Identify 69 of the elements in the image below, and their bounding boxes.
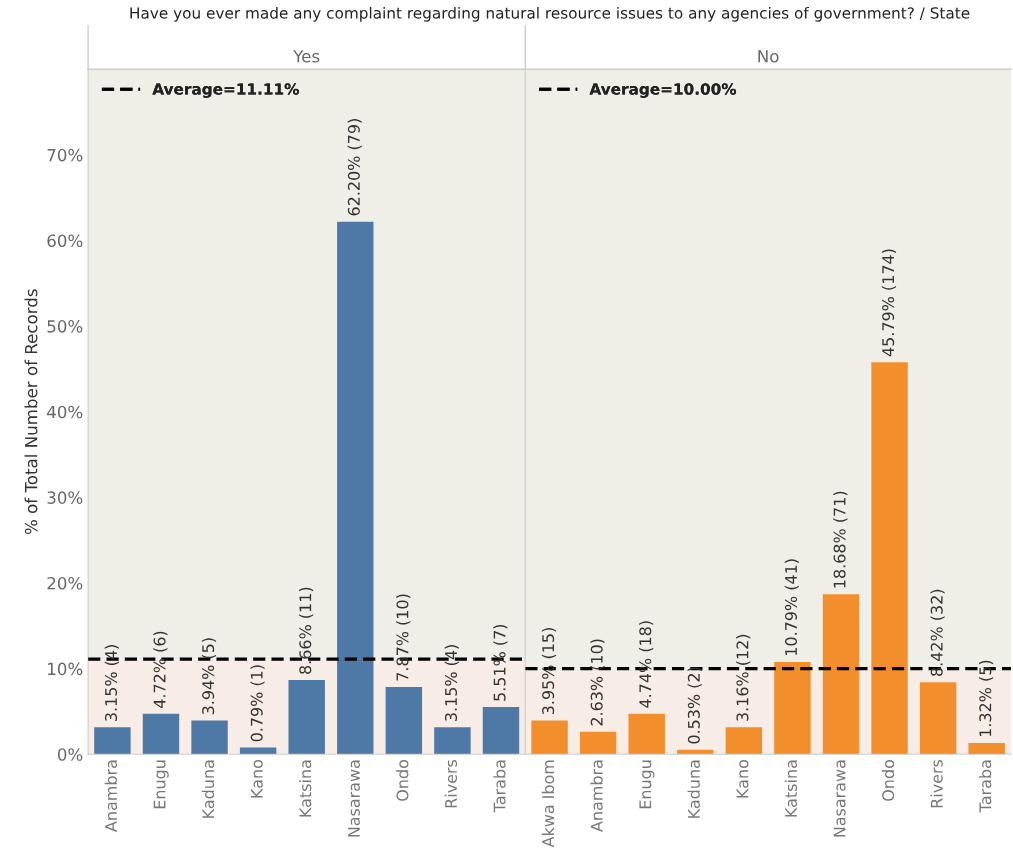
- data-label: 7.87% (10): [396, 594, 411, 681]
- x-tick-label: Nasarawa: [348, 760, 360, 837]
- bar: [288, 680, 325, 755]
- x-tick-label: Kaduna: [687, 760, 700, 818]
- data-label: 3.95% (15): [541, 628, 557, 715]
- bar: [142, 713, 180, 755]
- x-tick-label: Enugu: [639, 760, 655, 809]
- data-label: 8.42% (32): [930, 589, 945, 676]
- data-label: 3.15% (4): [444, 645, 459, 721]
- bar: [628, 713, 665, 755]
- chart-title: Have you ever made any complaint regarding natural resource issues to any agencies of government? / State: [130, 6, 970, 22]
- y-tick-label: 0%: [57, 748, 83, 761]
- legend-label: Average=11.11%: [152, 83, 299, 98]
- y-tick-label: 30%: [47, 491, 83, 504]
- data-label: 4.72% (6): [153, 631, 168, 708]
- x-tick-label: Rivers: [930, 759, 943, 808]
- x-tick-label: Enugu: [153, 760, 169, 809]
- x-tick-label: Taraba: [978, 760, 992, 813]
- data-label: 3.94% (5): [201, 638, 217, 715]
- bar: [725, 727, 763, 755]
- data-label: 10.79% (41): [784, 559, 799, 655]
- bar: [385, 686, 423, 755]
- x-tick-label: Katsina: [784, 760, 798, 817]
- data-label: 5.51% (7): [493, 624, 508, 701]
- data-label: 18.68% (71): [833, 491, 848, 588]
- bar: [191, 720, 228, 755]
- data-label: 4.74% (18): [638, 621, 654, 708]
- bar: [871, 362, 908, 755]
- legend-label: Average=10.00%: [589, 83, 737, 98]
- bar: [434, 727, 471, 755]
- y-tick-label: 10%: [48, 662, 83, 676]
- y-tick-label: 70%: [47, 148, 83, 162]
- chart-subtitle: No: [758, 50, 779, 63]
- bar: [482, 707, 520, 755]
- bar: [822, 594, 860, 755]
- x-tick-label: Rivers: [444, 759, 458, 808]
- data-label: 3.15% (4): [104, 645, 119, 721]
- bar: [337, 221, 374, 755]
- x-tick-label: Anambra: [104, 760, 118, 832]
- x-tick-label: Katsina: [298, 760, 312, 817]
- bar: [579, 731, 617, 755]
- bar: [968, 742, 1005, 755]
- x-tick-label: Ondo: [396, 760, 409, 801]
- y-tick-label: 40%: [47, 405, 83, 419]
- x-tick-label: Anambra: [590, 760, 603, 832]
- data-label: 8.66% (11): [298, 587, 314, 674]
- x-tick-label: Kaduna: [201, 760, 215, 818]
- x-tick-label: Akwa Ibom: [541, 760, 555, 848]
- bar: [774, 661, 811, 755]
- bar: [94, 727, 131, 755]
- data-label: 1.32% (5): [978, 660, 994, 737]
- data-label: 62.20% (79): [347, 119, 362, 216]
- y-tick-label: 20%: [47, 576, 83, 590]
- y-axis-title: % of Total Number of Records: [24, 289, 38, 535]
- bar: [919, 682, 957, 755]
- data-label: 3.16% (12): [736, 634, 751, 721]
- x-tick-label: Ondo: [881, 760, 895, 801]
- y-tick-label: 60%: [47, 234, 83, 248]
- x-tick-label: Kano: [250, 760, 263, 798]
- data-label: 45.79% (174): [881, 249, 897, 357]
- x-tick-label: Kano: [736, 760, 749, 798]
- x-tick-label: Nasarawa: [833, 760, 846, 837]
- data-label: 0.53% (2): [687, 667, 702, 744]
- y-tick-label: 50%: [47, 320, 83, 333]
- data-label: 2.63% (10): [590, 639, 605, 726]
- x-tick-label: Taraba: [493, 760, 506, 813]
- bar: [531, 720, 568, 755]
- data-label: 0.79% (1): [250, 665, 265, 742]
- chart-subtitle: Yes: [293, 50, 320, 63]
